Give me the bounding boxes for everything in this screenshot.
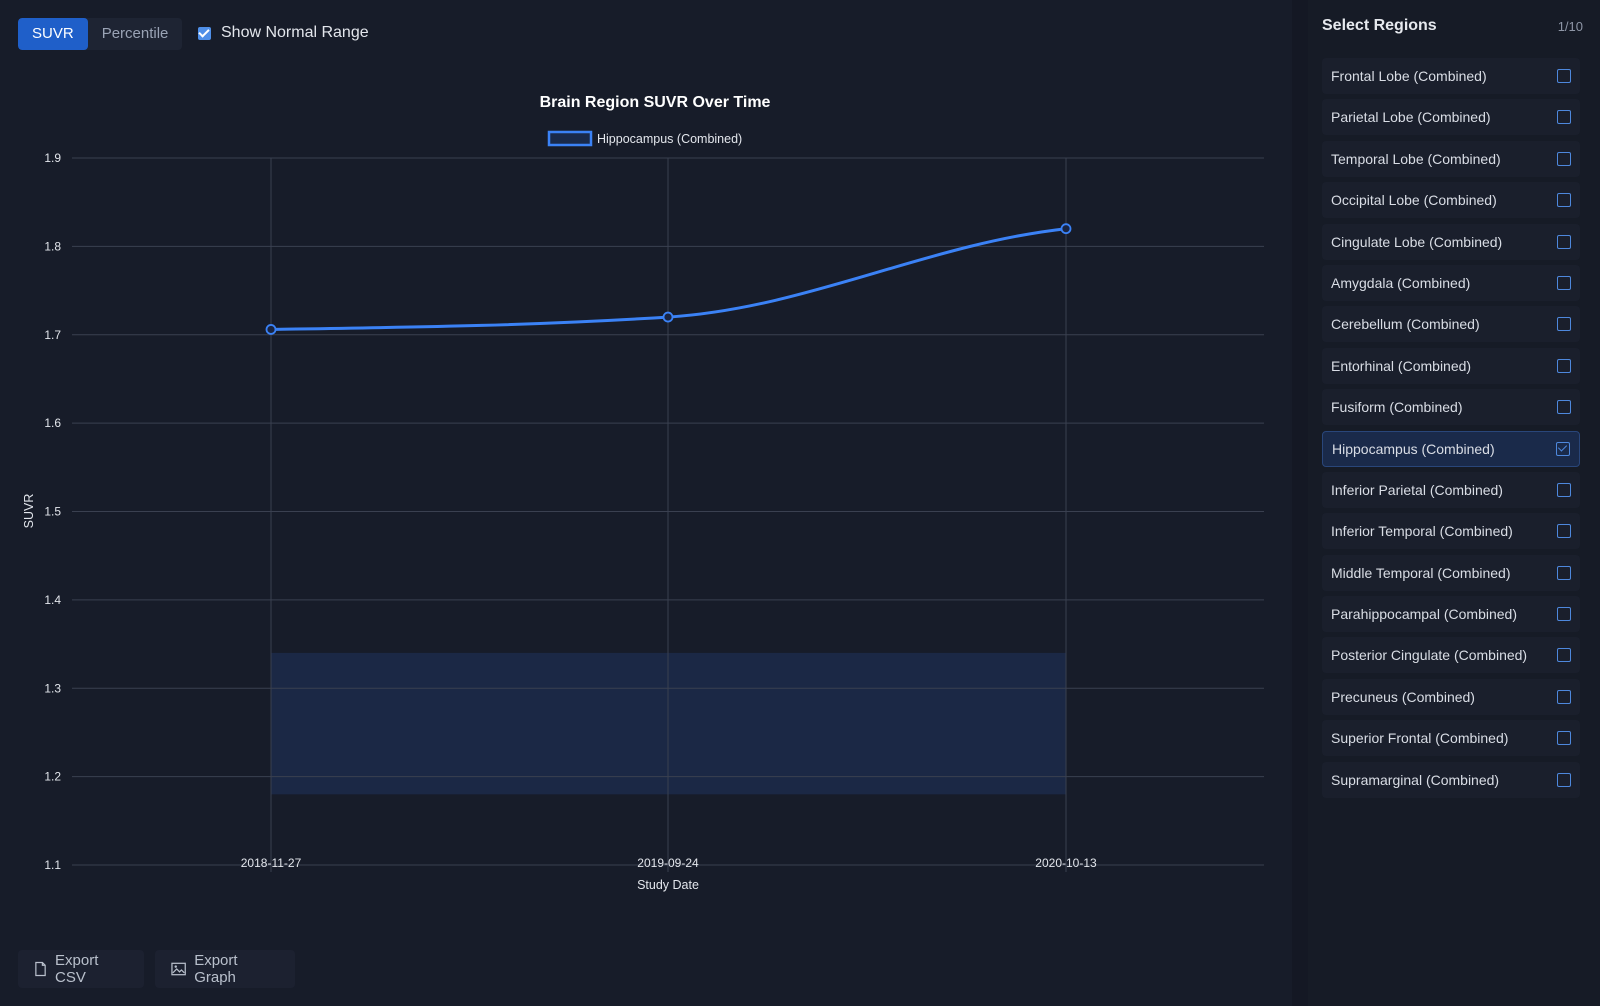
y-tick-label: 1.5 [44, 505, 61, 519]
y-tick-label: 1.7 [44, 328, 61, 342]
region-label: Cingulate Lobe (Combined) [1331, 233, 1503, 250]
region-label: Inferior Parietal (Combined) [1331, 481, 1503, 498]
chart-grid [72, 157, 1264, 872]
region-item[interactable]: Middle Temporal (Combined) [1322, 554, 1580, 591]
suvr-chart: 1.91.81.71.61.51.41.31.21.1 2018-11-27 20… [22, 94, 1264, 892]
y-tick-label: 1.6 [44, 416, 61, 430]
export-graph-button[interactable]: Export Graph [155, 950, 295, 988]
region-item[interactable]: Cerebellum (Combined) [1322, 306, 1580, 343]
y-axis-label: SUVR [22, 494, 36, 529]
region-item[interactable]: Superior Frontal (Combined) [1322, 720, 1580, 757]
region-item[interactable]: Fusiform (Combined) [1322, 389, 1580, 426]
region-item[interactable]: Inferior Temporal (Combined) [1322, 513, 1580, 550]
image-icon [171, 962, 186, 976]
chart-panel [0, 0, 1292, 1006]
region-label: Parahippocampal (Combined) [1331, 606, 1517, 623]
chart-series [265, 223, 1072, 335]
normal-range-checkbox[interactable] [198, 26, 211, 40]
region-label: Supramarginal (Combined) [1331, 771, 1500, 788]
region-label: Cerebellum (Combined) [1331, 316, 1480, 333]
region-checkbox[interactable] [1557, 482, 1571, 497]
y-tick-label: 1.9 [44, 151, 61, 165]
region-item[interactable]: Hippocampus (Combined) [1322, 430, 1580, 467]
sidebar-title: Select Regions [1322, 17, 1437, 34]
region-item[interactable]: Occipital Lobe (Combined) [1322, 182, 1580, 219]
region-label: Hippocampus (Combined) [1332, 440, 1495, 457]
region-checkbox[interactable] [1557, 648, 1571, 663]
region-label: Superior Frontal (Combined) [1331, 730, 1509, 747]
region-checkbox[interactable] [1557, 69, 1571, 83]
region-checkbox[interactable] [1557, 317, 1571, 332]
region-checkbox[interactable] [1557, 275, 1571, 290]
data-point [662, 311, 674, 323]
show-normal-range-toggle[interactable]: Show Normal Range [198, 24, 369, 42]
normal-range-label: Show Normal Range [221, 24, 369, 41]
x-axis-ticks: 2018-11-27 2019-09-24 2020-10-13 [241, 856, 1097, 870]
region-item[interactable]: Frontal Lobe (Combined) [1322, 58, 1580, 94]
region-checkbox[interactable] [1557, 234, 1571, 249]
region-item[interactable]: Inferior Parietal (Combined) [1322, 471, 1580, 508]
panel-divider [1292, 0, 1308, 1006]
region-item[interactable]: Temporal Lobe (Combined) [1322, 140, 1580, 177]
y-axis-ticks: 1.9 1.8 1.7 1.6 1.5 1.4 1.3 1.2 1.1 [44, 151, 61, 872]
export-graph-label: Export Graph [194, 952, 238, 986]
x-tick-label: 2020-10-13 [1035, 856, 1097, 870]
data-point [1060, 223, 1072, 235]
tab-suvr[interactable]: SUVR [18, 18, 88, 50]
region-checkbox[interactable] [1557, 524, 1571, 539]
region-label: Posterior Cingulate (Combined) [1331, 647, 1528, 664]
y-tick-label: 1.3 [44, 681, 61, 695]
region-checkbox[interactable] [1557, 731, 1571, 746]
region-item[interactable]: Cingulate Lobe (Combined) [1322, 223, 1580, 260]
region-item[interactable]: Entorhinal (Combined) [1322, 347, 1580, 384]
region-checkbox[interactable] [1557, 358, 1571, 373]
region-label: Occipital Lobe (Combined) [1331, 192, 1497, 209]
region-checkbox[interactable] [1557, 565, 1571, 580]
export-csv-label: Export CSV [55, 952, 99, 986]
y-tick-label: 1.1 [44, 858, 61, 872]
region-checkbox[interactable] [1557, 689, 1571, 704]
x-axis-label: Study Date [637, 878, 699, 892]
region-label: Entorhinal (Combined) [1331, 357, 1472, 374]
selected-count: 1/10 [1557, 19, 1583, 34]
region-label: Temporal Lobe (Combined) [1331, 150, 1501, 167]
region-checkbox[interactable] [1557, 607, 1571, 622]
y-tick-label: 1.2 [44, 770, 61, 784]
tab-percentile[interactable]: Percentile [101, 25, 169, 42]
y-tick-label: 1.4 [44, 593, 61, 607]
region-checkbox[interactable] [1557, 193, 1571, 208]
region-checkbox[interactable] [1557, 110, 1571, 125]
legend-label[interactable]: Hippocampus (Combined) [597, 132, 742, 146]
x-tick-label: 2019-09-24 [637, 856, 699, 870]
region-checkbox[interactable] [1557, 151, 1571, 166]
chart-title: Brain Region SUVR Over Time [540, 94, 771, 111]
region-label: Parietal Lobe (Combined) [1331, 109, 1491, 126]
export-csv-button[interactable]: Export CSV [18, 950, 144, 988]
region-item[interactable]: Amygdala (Combined) [1322, 264, 1580, 301]
region-label: Frontal Lobe (Combined) [1331, 68, 1487, 84]
region-label: Amygdala (Combined) [1331, 274, 1471, 291]
x-tick-label: 2018-11-27 [241, 856, 302, 870]
region-list: Frontal Lobe (Combined) Parietal Lobe (Co… [1322, 58, 1580, 803]
region-item[interactable]: Parahippocampal (Combined) [1322, 596, 1580, 633]
region-label: Inferior Temporal (Combined) [1331, 523, 1513, 540]
data-point [265, 324, 277, 335]
region-label: Precuneus (Combined) [1331, 688, 1475, 705]
region-label: Fusiform (Combined) [1331, 399, 1463, 416]
region-item[interactable]: Precuneus (Combined) [1322, 678, 1580, 715]
region-checkbox[interactable] [1557, 400, 1571, 415]
mode-toggle: SUVR Percentile [18, 18, 183, 50]
region-label: Middle Temporal (Combined) [1331, 564, 1511, 581]
file-icon [35, 961, 46, 977]
chart-legend: Hippocampus (Combined) [547, 130, 742, 147]
region-item[interactable]: Supramarginal (Combined) [1322, 761, 1580, 798]
region-item[interactable]: Posterior Cingulate (Combined) [1322, 637, 1580, 674]
legend-swatch[interactable] [547, 130, 593, 147]
region-checkbox[interactable] [1557, 772, 1571, 787]
y-tick-label: 1.8 [44, 239, 61, 253]
region-checkbox[interactable] [1556, 441, 1570, 456]
region-item[interactable]: Parietal Lobe (Combined) [1322, 99, 1580, 136]
